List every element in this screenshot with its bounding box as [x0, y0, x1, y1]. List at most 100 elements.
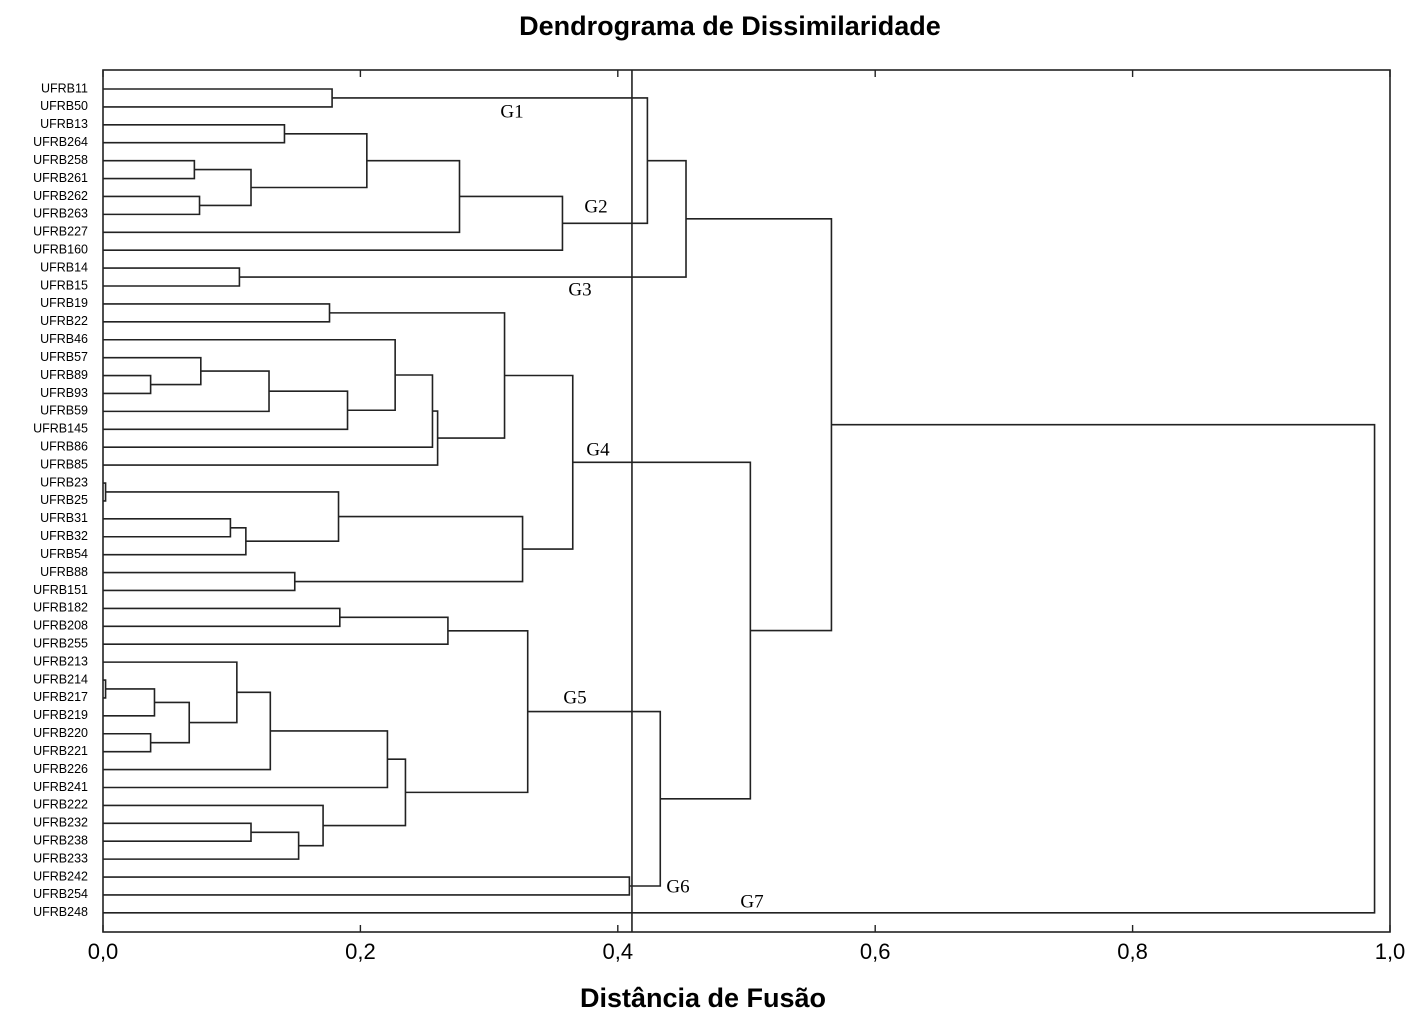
leaf-label: UFRB50	[40, 99, 88, 113]
leaf-label: UFRB248	[33, 905, 88, 919]
leaf-label: UFRB15	[40, 278, 88, 292]
leaf-label: UFRB23	[40, 475, 88, 489]
leaf-label: UFRB145	[33, 422, 88, 436]
dendrogram-link	[103, 732, 152, 753]
dendrogram-link	[103, 88, 333, 108]
dendrogram-link	[103, 804, 324, 847]
leaf-label: UFRB57	[40, 350, 88, 364]
leaf-label: UFRB213	[33, 654, 88, 668]
dendrogram-link	[572, 461, 752, 800]
leaf-label: UFRB261	[33, 171, 88, 185]
leaf-label: UFRB232	[33, 816, 88, 830]
group-label: G3	[568, 279, 591, 300]
dendrogram-link	[251, 132, 368, 189]
x-tick-label: 1,0	[1375, 939, 1406, 964]
dendrogram-link	[323, 758, 407, 827]
dendrogram-link	[103, 370, 270, 413]
leaf-label: UFRB241	[33, 780, 88, 794]
dendrogram-link	[103, 356, 202, 386]
leaf-label: UFRB238	[33, 834, 88, 848]
leaf-label: UFRB233	[33, 851, 88, 865]
leaf-label: UFRB88	[40, 565, 88, 579]
dendrogram-link	[405, 629, 529, 794]
leaf-label: UFRB25	[40, 493, 88, 507]
dendrogram-link	[103, 303, 331, 323]
leaf-label: UFRB22	[40, 314, 88, 328]
leaf-label: UFRB219	[33, 708, 88, 722]
dendrogram-link	[103, 518, 232, 538]
dendrogram-link	[103, 831, 300, 860]
x-tick-label: 0,0	[88, 939, 119, 964]
x-tick-label: 0,6	[860, 939, 891, 964]
dendrogram-link	[103, 124, 286, 144]
leaf-label: UFRB14	[40, 260, 88, 274]
leaf-label: UFRB222	[33, 798, 88, 812]
dendrogram-link	[103, 616, 449, 646]
leaf-label: UFRB227	[33, 225, 88, 239]
dendrogram-link	[103, 195, 201, 216]
x-tick-label: 0,2	[345, 939, 376, 964]
leaf-label: UFRB262	[33, 189, 88, 203]
dendrogram-link	[103, 822, 252, 843]
dendrogram-link	[103, 571, 296, 592]
leaf-label: UFRB258	[33, 153, 88, 167]
leaf-label: UFRB264	[33, 135, 88, 149]
x-axis-label: Distância de Fusão	[580, 983, 826, 1013]
leaf-label: UFRB89	[40, 368, 88, 382]
dendrogram-link	[103, 267, 241, 287]
plot-frame	[102, 69, 1391, 933]
dendrogram-link	[103, 661, 238, 724]
leaf-label: UFRB11	[41, 81, 88, 95]
leaf-label: UFRB255	[33, 637, 88, 651]
group-label: G2	[584, 196, 607, 217]
group-label: G6	[666, 876, 689, 897]
leaf-label: UFRB208	[33, 619, 88, 633]
leaf-label: UFRB32	[40, 529, 88, 543]
dendrogram-link	[103, 195, 564, 251]
dendrogram-link	[103, 607, 341, 628]
leaf-label: UFRB54	[40, 547, 88, 561]
leaf-label: UFRB151	[33, 583, 88, 597]
dendrogram-link	[103, 730, 389, 789]
dendrogram-link	[103, 390, 349, 431]
dendrogram-link	[686, 218, 833, 632]
dendrogram-link	[103, 688, 156, 717]
dendrogram-link	[294, 515, 524, 583]
dendrogram-link	[103, 374, 152, 395]
dendrogram-link	[103, 526, 247, 556]
group-label: G5	[563, 687, 586, 708]
dendrogram-link	[527, 710, 662, 887]
dendrogram-link	[194, 168, 252, 207]
dendrogram-link	[105, 491, 340, 543]
group-label: G1	[500, 101, 523, 122]
x-tick-label: 0,4	[603, 939, 634, 964]
x-tick-label: 0,8	[1117, 939, 1148, 964]
dendrogram-link	[150, 701, 191, 744]
leaf-label: UFRB19	[40, 296, 88, 310]
leaf-label: UFRB59	[40, 404, 88, 418]
dendrogram-link	[103, 423, 1376, 914]
leaf-label: UFRB93	[40, 386, 88, 400]
dendrogram-link	[239, 159, 687, 278]
leaf-label: UFRB226	[33, 762, 88, 776]
leaf-label: UFRB214	[33, 672, 88, 686]
leaf-label: UFRB182	[33, 601, 88, 615]
leaf-label: UFRB46	[40, 332, 88, 346]
leaf-label: UFRB242	[33, 869, 88, 883]
leaf-label: UFRB263	[33, 207, 88, 221]
dendrogram-link	[103, 410, 439, 466]
leaf-label: UFRB221	[33, 744, 88, 758]
leaf-label: UFRB160	[33, 242, 88, 256]
group-label: G7	[740, 891, 763, 912]
dendrogram-link	[103, 691, 272, 771]
leaf-label: UFRB217	[33, 690, 88, 704]
leaf-label: UFRB86	[40, 439, 88, 453]
leaf-label: UFRB31	[40, 511, 88, 525]
leaf-label: UFRB85	[40, 457, 88, 471]
dendrogram-link	[103, 876, 631, 896]
dendrogram-link	[504, 374, 574, 550]
leaf-label: UFRB254	[33, 887, 88, 901]
chart-title: Dendrograma de Dissimilaridade	[519, 11, 941, 41]
leaf-label: UFRB220	[33, 726, 88, 740]
